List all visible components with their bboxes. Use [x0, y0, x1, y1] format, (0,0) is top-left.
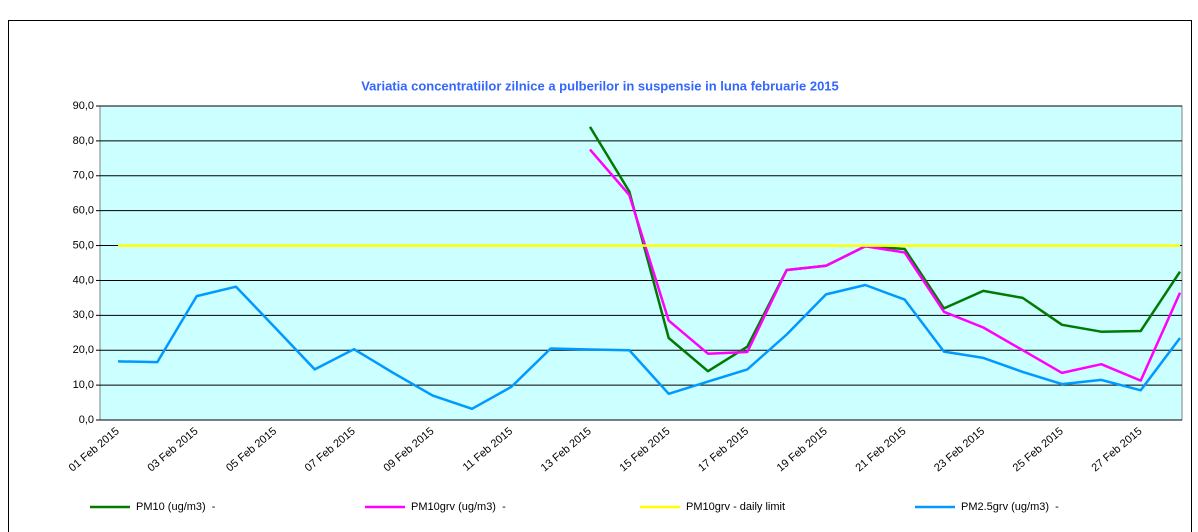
y-tick-label: 70,0 — [73, 170, 94, 182]
y-tick-label: 80,0 — [73, 135, 94, 147]
y-tick-label: 90,0 — [73, 100, 94, 112]
plot-area — [99, 105, 1183, 421]
y-tick-label: 60,0 — [73, 205, 94, 217]
legend-label: PM10grv - daily limit — [686, 501, 785, 513]
y-tick-label: 50,0 — [73, 239, 94, 251]
series-line — [117, 283, 1181, 411]
y-tick-label: 30,0 — [73, 309, 94, 321]
y-tick-label: 20,0 — [73, 344, 94, 356]
y-tick-label: 0,0 — [79, 414, 94, 426]
chart-title: Variatia concentratiilor zilnice a pulbe… — [361, 78, 839, 93]
legend-label: PM2.5grv (ug/m3) - — [961, 501, 1059, 513]
legend-label: PM10 (ug/m3) - — [136, 501, 216, 513]
legend-label: PM10grv (ug/m3) - — [411, 501, 506, 513]
y-tick-label: 10,0 — [73, 379, 94, 391]
series-line — [588, 126, 1182, 373]
series-line — [589, 148, 1182, 382]
y-tick-label: 40,0 — [73, 274, 94, 286]
